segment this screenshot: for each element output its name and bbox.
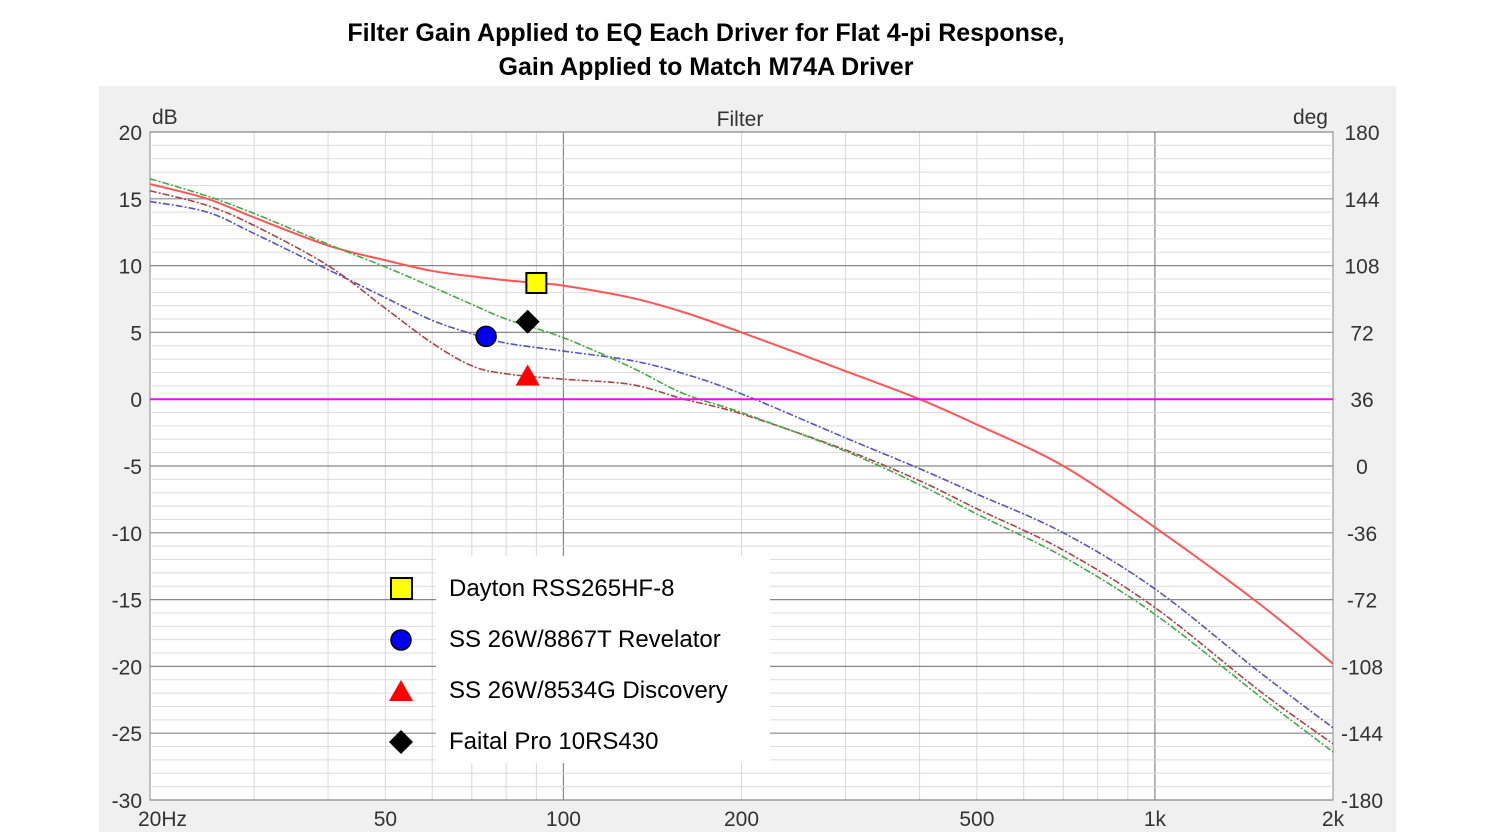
y2-tick-label: 108	[1344, 256, 1379, 279]
chart-title-line-1: Filter Gain Applied to EQ Each Driver fo…	[347, 19, 1065, 47]
series-group	[149, 177, 1334, 753]
diamond-marker	[515, 309, 540, 334]
y2-tick-label: -144	[1341, 723, 1383, 746]
y-tick-label: -25	[112, 723, 142, 746]
y-tick-label: -5	[123, 456, 142, 479]
y2-axis-label: deg	[1293, 106, 1328, 129]
y-tick-label: -20	[112, 656, 142, 679]
square-marker-icon	[390, 577, 413, 600]
y-tick-label: 0	[130, 389, 142, 412]
y2-tick-label: -108	[1341, 656, 1383, 679]
chart-title-line-2: Gain Applied to Match M74A Driver	[498, 53, 914, 81]
square-marker	[525, 271, 548, 294]
y-tick-label: 20	[119, 122, 142, 145]
y-tick-label: 5	[130, 322, 142, 345]
x-tick-label: 1k	[1144, 808, 1167, 831]
legend-item: SS 26W/8867T Revelator	[390, 619, 770, 659]
diamond-marker-icon	[389, 730, 413, 754]
x-tick-label: 50	[374, 808, 397, 831]
x-tick-label: 100	[546, 808, 581, 831]
legend-label: SS 26W/8867T Revelator	[449, 626, 721, 653]
plot-title: Filter	[717, 108, 764, 131]
y-tick-label: 15	[119, 189, 142, 212]
x-tick-label: 500	[959, 808, 994, 831]
y2-tick-label: -180	[1341, 790, 1383, 813]
circle-marker	[475, 325, 497, 348]
series-line-3	[149, 190, 1334, 745]
circle-marker-icon	[390, 629, 412, 651]
legend-label: Dayton RSS265HF-8	[449, 575, 675, 602]
y2-tick-label: 72	[1350, 322, 1373, 345]
legend-label: Faital Pro 10RS430	[449, 728, 659, 755]
y-tick-label: -30	[112, 790, 142, 813]
axes: Filter dB deg 20Hz 50 100 200 500 1k 2k2015105…	[112, 106, 1384, 831]
series-line-4	[149, 177, 1334, 753]
y-tick-label: -10	[112, 523, 142, 546]
y-tick-label: -15	[112, 590, 142, 613]
y2-tick-label: -72	[1347, 590, 1377, 613]
series-line-2	[149, 200, 1334, 729]
y2-tick-label: 144	[1344, 189, 1379, 212]
x-tick-label: 2k	[1322, 808, 1345, 831]
x-tick-label: 200	[724, 808, 759, 831]
legend: Dayton RSS265HF-8 SS 26W/8867T Revelator…	[389, 556, 770, 763]
y-axis-label: dB	[152, 106, 178, 129]
x-tick-label: 20Hz	[138, 808, 187, 831]
y2-tick-label: 36	[1350, 389, 1373, 412]
y2-tick-label: -36	[1347, 523, 1377, 546]
y2-tick-label: 0	[1356, 456, 1368, 479]
legend-item: Faital Pro 10RS430	[389, 721, 770, 761]
markers-group	[475, 271, 548, 386]
legend-item: Dayton RSS265HF-8	[390, 568, 770, 608]
triangle-marker	[515, 364, 540, 386]
legend-label: SS 26W/8534G Discovery	[449, 677, 728, 704]
triangle-marker-icon	[389, 680, 413, 701]
y2-tick-label: 180	[1344, 122, 1379, 145]
y-tick-label: 10	[119, 256, 142, 279]
legend-item: SS 26W/8534G Discovery	[389, 670, 770, 710]
